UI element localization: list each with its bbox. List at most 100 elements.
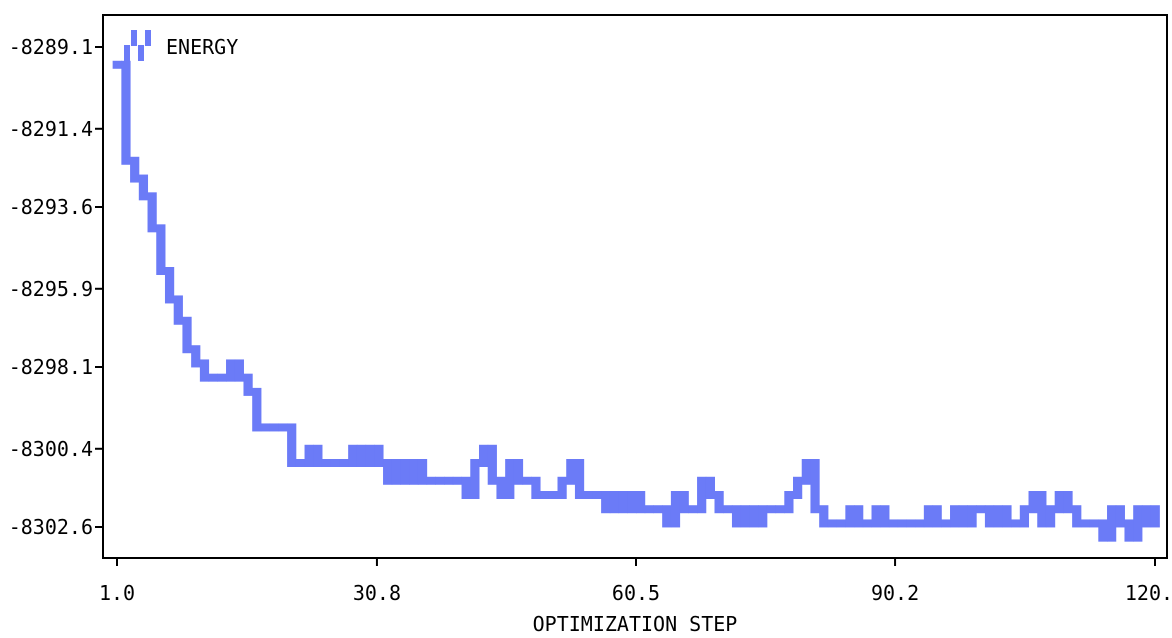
energy-point [182,316,192,354]
energy-point [723,505,733,514]
energy-point [295,459,306,467]
energy-point [426,476,436,485]
energy-point [705,476,715,499]
energy-point [1098,519,1108,542]
x-tick-label: 60.5 [612,581,660,605]
energy-point [749,505,759,528]
energy-point [993,505,1003,528]
energy-point [1054,491,1064,514]
legend-swatch-icon [124,30,151,61]
energy-point [531,476,541,499]
x-tick-label: 30.8 [353,581,401,605]
energy-point [1072,505,1082,528]
energy-point [138,174,149,201]
energy-point [592,491,602,499]
energy-point [1011,519,1021,528]
energy-point [147,192,157,233]
energy-point [452,476,463,485]
energy-point [854,505,864,528]
energy-point [766,505,777,514]
y-tick-label: -8300.4 [9,437,93,461]
energy-point [444,476,454,485]
energy-point [1089,519,1099,528]
energy-point [906,519,916,528]
energy-point [540,491,550,499]
energy-point [1133,505,1143,542]
y-tick-label: -8289.1 [9,35,93,59]
energy-point [984,505,995,528]
energy-point [461,476,471,499]
energy-point [505,459,515,499]
energy-point [740,505,750,528]
energy-point [199,359,210,382]
energy-point [618,491,628,514]
energy-point [566,459,576,485]
energy-point [1080,519,1091,528]
energy-point [156,224,166,275]
plot-frame [102,14,1168,559]
energy-point [1107,505,1117,542]
energy-point [522,476,532,485]
energy-point [234,359,244,382]
energy-point [888,519,899,528]
energy-point [409,459,419,485]
energy-point [383,459,393,485]
energy-point [758,505,768,528]
energy-point [897,519,907,528]
legend-label: ENERGY [166,35,238,59]
energy-point [208,373,218,382]
energy-point [391,459,401,485]
energy-point [941,519,951,528]
legend: ENERGY [124,30,238,61]
energy-point [548,491,558,499]
y-tick-label: -8295.9 [9,277,93,301]
energy-point [1150,505,1160,528]
energy-point [330,459,340,467]
energy-point [1045,505,1056,528]
energy-point [915,519,925,528]
energy-point [871,505,881,528]
energy-point [374,444,384,467]
energy-point [269,423,279,432]
energy-point [121,60,131,165]
energy-point [112,60,122,69]
energy-point [574,459,585,499]
energy-point [321,459,332,467]
energy-point [775,505,785,514]
y-tick-label: -8298.1 [9,355,93,379]
energy-point [662,505,672,528]
energy-point [967,505,977,528]
energy-point [827,519,838,528]
energy-point [636,491,646,514]
legend-swatch-block [138,45,144,61]
energy-point [356,444,367,467]
energy-point [1124,519,1134,542]
energy-point [252,387,262,432]
energy-point [670,491,681,528]
series-layer [112,60,1160,542]
energy-point [1028,491,1038,514]
energy-point [260,423,271,432]
energy-point [287,423,297,467]
energy-point [1019,505,1030,528]
energy-point [217,373,227,382]
energy-point [679,491,689,514]
energy-point [1037,491,1047,528]
energy-point [435,476,445,485]
energy-point [478,444,489,467]
energy-point [784,491,794,514]
energy-point [731,505,742,528]
y-axis: -8289.1 -8291.4 -8293.6 -8295.9 -8298.1 -8300… [9,35,103,539]
energy-point [836,519,846,528]
energy-point [950,505,960,528]
energy-point [164,267,175,304]
energy-point [513,459,524,485]
x-tick-label: 120.0 [1125,581,1172,605]
legend-swatch-block [131,30,137,46]
energy-point [644,505,654,514]
energy-point [627,491,637,514]
energy-point [1115,505,1125,528]
legend-swatch-block [124,45,130,61]
energy-point [609,491,620,514]
